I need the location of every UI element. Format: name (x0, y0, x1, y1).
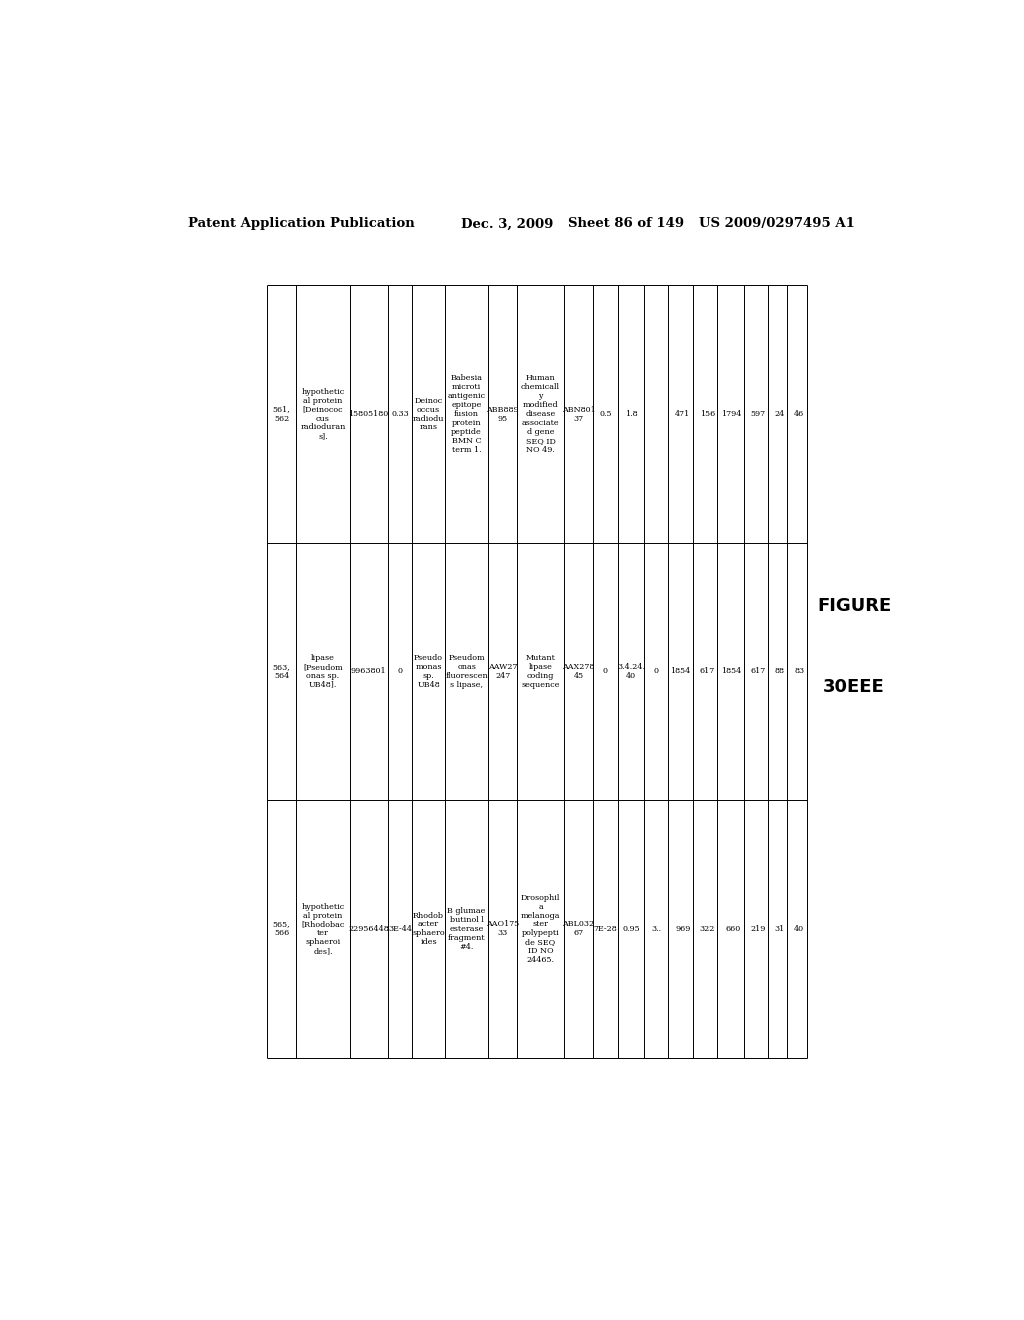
Text: AAW27
247: AAW27 247 (488, 663, 517, 680)
Text: 156: 156 (699, 411, 715, 418)
Text: 24: 24 (774, 411, 784, 418)
Text: 0.5: 0.5 (599, 411, 611, 418)
Text: 617: 617 (751, 668, 766, 676)
Text: 219: 219 (751, 925, 766, 933)
Text: 565,
566: 565, 566 (272, 920, 291, 937)
Text: Patent Application Publication: Patent Application Publication (187, 218, 415, 231)
Text: 471: 471 (675, 411, 690, 418)
Text: 7E-28: 7E-28 (594, 925, 617, 933)
Text: 46: 46 (794, 411, 804, 418)
Text: 22956448: 22956448 (348, 925, 389, 933)
Text: 617: 617 (699, 668, 715, 676)
Text: 0: 0 (653, 668, 658, 676)
Text: Dec. 3, 2009: Dec. 3, 2009 (461, 218, 554, 231)
Text: ABN801
37: ABN801 37 (562, 405, 596, 422)
Text: 0.95: 0.95 (622, 925, 640, 933)
Text: 969: 969 (675, 925, 690, 933)
Text: 0.33: 0.33 (391, 411, 409, 418)
Text: 1.8: 1.8 (625, 411, 637, 418)
Text: 30EEE: 30EEE (823, 678, 885, 696)
Text: 0: 0 (603, 668, 608, 676)
Text: 9963801: 9963801 (351, 668, 386, 676)
Text: Human
chemicall
y
modified
disease
associate
d gene
SEQ ID
NO 49.: Human chemicall y modified disease assoc… (521, 375, 560, 454)
Text: 597: 597 (751, 411, 766, 418)
Text: 1854: 1854 (721, 668, 741, 676)
Text: 3E-44: 3E-44 (388, 925, 412, 933)
Text: AAO175
33: AAO175 33 (486, 920, 519, 937)
Text: Pseudo
monas
sp.
UB48: Pseudo monas sp. UB48 (414, 653, 443, 689)
Text: Babesia
microti
antigenic
epitope
fusion
protein
peptide
BMN C
term 1.: Babesia microti antigenic epitope fusion… (447, 375, 485, 454)
Text: 83: 83 (794, 668, 804, 676)
Text: Drosophil
a
melanoga
ster
polypepti
de SEQ
ID NO
24465.: Drosophil a melanoga ster polypepti de S… (521, 894, 560, 964)
Text: B glumae
butinol l
esterase
fragment
#4.: B glumae butinol l esterase fragment #4. (447, 907, 485, 950)
Text: 15805180: 15805180 (348, 411, 389, 418)
Text: 88: 88 (775, 668, 784, 676)
Text: 561,
562: 561, 562 (272, 405, 291, 422)
Text: 563,
564: 563, 564 (272, 663, 291, 680)
Text: Deinoc
occus
radiodu
rans: Deinoc occus radiodu rans (413, 397, 444, 432)
Text: Mutant
lipase
coding
sequence: Mutant lipase coding sequence (521, 653, 560, 689)
Text: 31: 31 (774, 925, 784, 933)
Text: ABL032
67: ABL032 67 (562, 920, 595, 937)
Text: 3..: 3.. (651, 925, 662, 933)
Text: 322: 322 (699, 925, 715, 933)
Text: 40: 40 (794, 925, 804, 933)
Text: FIGURE: FIGURE (817, 597, 891, 615)
Text: AAX278
45: AAX278 45 (562, 663, 595, 680)
Text: Rhodob
acter
sphaero
ides: Rhodob acter sphaero ides (413, 912, 444, 946)
Text: 1854: 1854 (670, 668, 690, 676)
Text: US 2009/0297495 A1: US 2009/0297495 A1 (699, 218, 855, 231)
Text: 0: 0 (397, 668, 402, 676)
Text: 1794: 1794 (721, 411, 741, 418)
Text: ABB889
95: ABB889 95 (486, 405, 519, 422)
Text: hypothetic
al protein
[Rhodobac
ter
sphaeroi
des].: hypothetic al protein [Rhodobac ter spha… (301, 903, 345, 956)
Text: Sheet 86 of 149: Sheet 86 of 149 (568, 218, 685, 231)
Text: Pseudom
onas
fluorescen
s lipase,: Pseudom onas fluorescen s lipase, (445, 653, 488, 689)
Text: 3.4.24.
40: 3.4.24. 40 (616, 663, 645, 680)
Text: hypothetic
al protein
[Deinococ
cus
radioduran
s].: hypothetic al protein [Deinococ cus radi… (300, 388, 346, 441)
Text: 660: 660 (726, 925, 741, 933)
Text: lipase
[Pseudom
onas sp.
UB48].: lipase [Pseudom onas sp. UB48]. (303, 653, 343, 689)
